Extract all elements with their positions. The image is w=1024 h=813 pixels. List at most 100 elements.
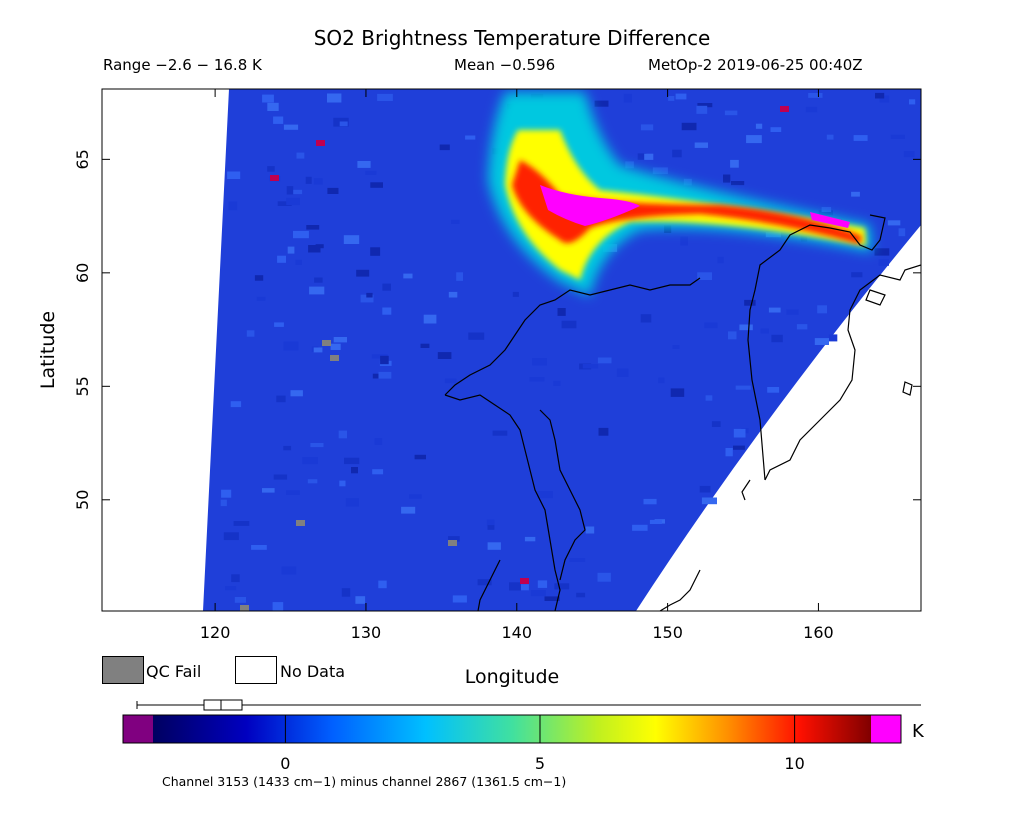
noise-pixel (274, 322, 284, 327)
noise-pixel (306, 225, 320, 230)
noise-pixel (640, 124, 654, 131)
noise-pixel (576, 592, 586, 598)
noise-pixel (696, 105, 708, 114)
plume-core-east (810, 212, 850, 228)
noise-pixel (293, 230, 309, 239)
noise-pixel (487, 542, 501, 550)
flagged-pixel (270, 175, 279, 181)
noise-pixel (262, 488, 275, 493)
y-tick-label: 55 (73, 376, 92, 396)
noise-pixel (286, 490, 300, 495)
noise-pixel (594, 100, 609, 107)
noise-pixel (296, 152, 305, 159)
coastlines (444, 214, 921, 611)
noise-pixel (553, 380, 561, 386)
noise-pixel (272, 602, 284, 611)
noise-pixel (597, 357, 612, 364)
colorbar-ramp (153, 715, 871, 743)
noise-pixel (879, 95, 890, 103)
noise-pixel (283, 341, 299, 351)
colorbar-tick-label: 0 (280, 754, 290, 773)
noise-pixel (724, 110, 738, 116)
noise-pixel (313, 347, 323, 353)
noise-pixel (670, 388, 685, 397)
noise-pixel (672, 345, 680, 349)
noise-pixel (251, 545, 267, 550)
flagged-pixel (330, 355, 339, 361)
flagged-pixel (520, 578, 529, 584)
noise-pixel (365, 170, 377, 175)
noise-pixel (644, 153, 654, 160)
noise-pixel (768, 307, 781, 313)
noise-pixel (403, 273, 413, 279)
noise-pixel (616, 368, 629, 377)
noise-pixel (382, 283, 391, 291)
noise-pixel (486, 519, 495, 526)
x-tick-label: 160 (803, 623, 834, 642)
legend-swatch-qc-fail (102, 656, 144, 684)
noise-pixel (771, 334, 783, 343)
noise-pixel (817, 305, 827, 314)
y-tick-label: 60 (73, 263, 92, 283)
noise-pixel (675, 93, 687, 100)
noise-pixel (254, 275, 264, 281)
range-readout: Range −2.6 − 16.8 K (103, 56, 262, 74)
noise-pixel (315, 244, 324, 249)
noise-pixel (420, 343, 430, 348)
noise-pixel (327, 187, 339, 194)
noise-pixel (283, 124, 299, 130)
noise-pixel (853, 135, 868, 141)
noise-pixel (730, 159, 739, 168)
noise-pixel (414, 454, 426, 460)
noise-pixel (909, 99, 916, 105)
noise-pixel (293, 189, 303, 195)
chart-title: SO2 Brightness Temperature Difference (313, 26, 711, 50)
noise-pixel (786, 309, 799, 315)
noise-pixel (262, 94, 274, 103)
flagged-pixel (780, 106, 789, 112)
noise-pixel (339, 121, 348, 127)
noise-pixel (273, 116, 284, 124)
flagged-pixel (448, 540, 457, 546)
noise-pixel (735, 385, 751, 390)
noise-pixel (746, 135, 762, 144)
plot-frame (101, 88, 922, 612)
noise-pixel (814, 338, 829, 345)
noise-pixel (374, 438, 383, 445)
noise-pixel (755, 123, 763, 129)
noise-pixel (370, 247, 381, 256)
colorbar-above (871, 715, 901, 743)
noise-pixel (643, 498, 657, 505)
noise-pixel (286, 197, 300, 206)
noise-pixel (234, 597, 246, 603)
noise-pixel (295, 259, 302, 265)
x-tick-label: 130 (351, 623, 382, 642)
noise-pixel (744, 299, 756, 306)
y-tick-label: 65 (73, 149, 92, 169)
noise-pixel (521, 584, 529, 591)
boxplot (136, 699, 921, 711)
flagged-pixel (322, 340, 331, 346)
noise-pixel (360, 294, 374, 303)
noise-pixel (230, 401, 242, 408)
legend-label-no-data: No Data (280, 662, 346, 681)
flagged-pixel (316, 140, 325, 146)
noise-pixel (717, 256, 724, 264)
noise-pixel (818, 210, 833, 216)
noise-pixel (805, 106, 818, 113)
noise-pixel (477, 579, 492, 586)
noise-pixel (468, 332, 485, 340)
y-axis: 50 55 60 65 (73, 149, 921, 510)
noise-pixel (851, 272, 863, 278)
noise-pixel (273, 474, 288, 480)
y-tick-label: 50 (73, 490, 92, 510)
noise-pixel (492, 430, 508, 436)
noise-pixel (569, 558, 586, 562)
noise-pixel (705, 395, 713, 401)
noise-pixel (345, 498, 359, 507)
noise-pixel (704, 322, 718, 329)
noise-pixel (448, 536, 460, 542)
noise-pixel (371, 354, 388, 359)
x-axis-label: Longitude (464, 666, 560, 688)
